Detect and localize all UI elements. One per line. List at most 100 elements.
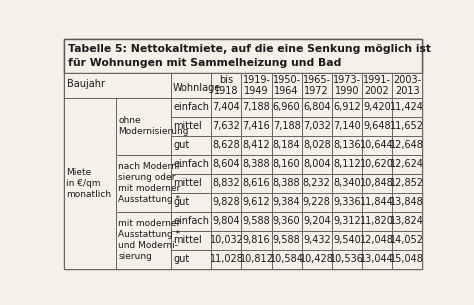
Bar [362,212,392,231]
Text: gut: gut [173,140,190,150]
Text: 1965-: 1965- [303,75,331,85]
Text: 8,616: 8,616 [243,178,270,188]
Bar [392,73,422,98]
Text: 10,620: 10,620 [360,159,394,169]
Bar [241,212,272,231]
Bar [332,136,362,155]
Bar [272,193,302,212]
Text: mit moderner
Ausstattung *
und Moderni-
sierung: mit moderner Ausstattung * und Moderni- … [118,219,181,261]
Bar [302,155,332,174]
Text: 2003-: 2003- [393,75,421,85]
Text: 8,184: 8,184 [273,140,301,150]
Bar [332,231,362,250]
Text: 12,048: 12,048 [360,235,394,245]
Bar [211,212,241,231]
Bar [211,117,241,136]
Text: bis: bis [219,75,234,85]
Text: 9,432: 9,432 [303,235,331,245]
Bar [362,73,392,98]
Text: 13,044: 13,044 [360,254,394,264]
Text: 10,428: 10,428 [300,254,334,264]
Text: 1919-: 1919- [243,75,271,85]
Bar [332,155,362,174]
Bar [392,212,422,231]
Bar [116,212,171,269]
Bar [241,155,272,174]
Text: mittel: mittel [173,178,202,188]
Bar [211,174,241,193]
Text: 7,632: 7,632 [212,121,240,131]
Bar [302,231,332,250]
Text: 7,032: 7,032 [303,121,331,131]
Bar [392,250,422,269]
Bar [302,136,332,155]
Text: für Wohnungen mit Sammelheizung und Bad: für Wohnungen mit Sammelheizung und Bad [68,58,341,68]
Text: 7,416: 7,416 [243,121,271,131]
Text: 2013: 2013 [395,86,419,96]
Text: 10,848: 10,848 [360,178,394,188]
Text: 7,188: 7,188 [243,102,271,112]
Bar [362,250,392,269]
Text: 11,820: 11,820 [360,216,394,226]
Bar [241,174,272,193]
Text: 13,824: 13,824 [390,216,424,226]
Text: 9,420: 9,420 [363,102,391,112]
Text: nach Moderni-
sierung oder
mit moderner
Ausstattung *: nach Moderni- sierung oder mit moderner … [118,162,183,204]
Text: 8,388: 8,388 [273,178,301,188]
Text: 12,852: 12,852 [390,178,424,188]
Text: 8,232: 8,232 [303,178,331,188]
Text: 1991-: 1991- [363,75,391,85]
Bar [392,117,422,136]
Text: 8,628: 8,628 [212,140,240,150]
Bar [171,117,211,136]
Bar [171,250,211,269]
Bar [332,174,362,193]
Bar [362,155,392,174]
Bar [392,174,422,193]
Text: 11,652: 11,652 [390,121,424,131]
Bar [64,98,116,269]
Bar [332,117,362,136]
Text: 8,604: 8,604 [213,159,240,169]
Text: 8,112: 8,112 [333,159,361,169]
Bar [211,73,241,98]
Text: 8,028: 8,028 [303,140,331,150]
Text: 8,340: 8,340 [333,178,361,188]
Bar [272,174,302,193]
Bar [171,231,211,250]
Text: 9,588: 9,588 [243,216,271,226]
Bar [241,73,272,98]
Text: 8,004: 8,004 [303,159,330,169]
Bar [272,250,302,269]
Bar [272,117,302,136]
Bar [362,98,392,117]
Text: 13,848: 13,848 [390,197,424,207]
Bar [362,136,392,155]
Bar [302,193,332,212]
Text: 9,312: 9,312 [333,216,361,226]
Bar [241,136,272,155]
Bar [171,193,211,212]
Text: 9,612: 9,612 [243,197,271,207]
Bar [171,73,211,98]
Text: 11,424: 11,424 [390,102,424,112]
Text: 6,960: 6,960 [273,102,301,112]
Text: 7,404: 7,404 [212,102,240,112]
Text: 1972: 1972 [304,86,329,96]
Text: 6,912: 6,912 [333,102,361,112]
Text: 10,536: 10,536 [330,254,364,264]
Text: 10,584: 10,584 [270,254,304,264]
Text: 11,028: 11,028 [210,254,243,264]
Bar [302,73,332,98]
Text: mittel: mittel [173,235,202,245]
Text: 9,588: 9,588 [273,235,301,245]
Bar [211,155,241,174]
Text: 1990: 1990 [335,86,359,96]
Text: 1918: 1918 [214,86,239,96]
Bar [332,73,362,98]
Text: Miete
in €/qm
monatlich: Miete in €/qm monatlich [66,168,111,199]
Text: Tabelle 5: Nettokaltmiete, auf die eine Senkung möglich ist: Tabelle 5: Nettokaltmiete, auf die eine … [68,44,431,54]
Bar [332,193,362,212]
Text: 9,648: 9,648 [363,121,391,131]
Bar [211,250,241,269]
